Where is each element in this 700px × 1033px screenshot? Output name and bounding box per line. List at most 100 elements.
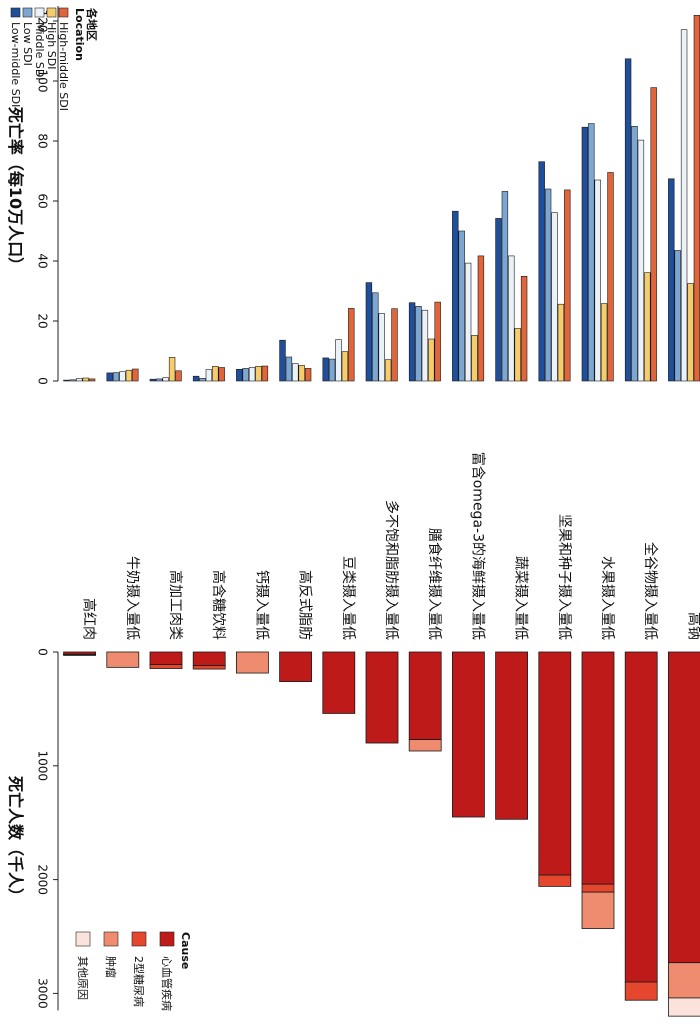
- deaths-legend-label: 2型糖尿病: [132, 956, 146, 1007]
- rate-bar-low-sdi: [544, 188, 552, 382]
- rate-bar-middle-sdi: [680, 29, 688, 382]
- rate-bar-high-sdi: [384, 359, 392, 382]
- rate-bar-middle-sdi: [335, 339, 342, 382]
- category-label: 膳食纤维摄入量低: [426, 528, 443, 640]
- rate-bar-middle-sdi: [637, 139, 645, 382]
- deaths-bar--: [581, 651, 615, 885]
- category-label: 豆类摄入量低: [340, 556, 356, 640]
- deaths-legend-label: 肿瘤: [104, 956, 118, 978]
- rate-bar-low-sdi: [328, 358, 336, 382]
- deaths-bar--: [581, 891, 615, 929]
- deaths-legend-title: Cause: [179, 932, 192, 969]
- deaths-bar--: [149, 651, 183, 665]
- deaths-bar--: [668, 651, 700, 964]
- deaths-legend-swatch: [159, 931, 175, 947]
- rate-bar-high-middle-sdi: [477, 255, 485, 382]
- rate-bar-low-sdi: [458, 230, 465, 382]
- rate-bar-high-middle-sdi: [391, 308, 398, 382]
- rate-bar-high-sdi: [428, 338, 435, 382]
- rate-bar-low-middle-sdi: [408, 302, 416, 382]
- rate-bar-middle-sdi: [508, 255, 515, 382]
- rate-bar-low-middle-sdi: [106, 372, 113, 382]
- rate-legend-title-zh: 各地区: [85, 7, 99, 41]
- rate-bar-high-middle-sdi: [132, 368, 139, 382]
- rate-bar-low-middle-sdi: [149, 378, 157, 382]
- rate-bar-high-middle-sdi: [218, 367, 225, 382]
- rate-legend-swatch: [10, 7, 21, 18]
- rate-bar-low-middle-sdi: [365, 282, 373, 382]
- rate-bar-low-middle-sdi: [581, 126, 589, 382]
- deaths-bar-2-: [581, 883, 615, 893]
- rate-bar-high-sdi: [644, 272, 651, 382]
- rate-bar-high-sdi: [255, 365, 262, 382]
- rate-bar-low-sdi: [415, 305, 422, 382]
- rate-bar-high-middle-sdi: [88, 378, 96, 382]
- deaths-legend-label: 其他原因: [76, 956, 89, 1000]
- deaths-bar--: [365, 651, 399, 744]
- rate-bar-high-middle-sdi: [175, 370, 182, 382]
- deaths-bar--: [538, 651, 572, 876]
- rate-bar-low-sdi: [372, 292, 379, 382]
- deaths-bar--: [192, 651, 226, 667]
- deaths-bar-2-: [538, 874, 572, 887]
- deaths-bar-2-: [149, 664, 183, 669]
- rate-legend-label: High SDI: [45, 22, 58, 69]
- rate-bar-low-sdi: [501, 191, 509, 382]
- deaths-bar--: [408, 651, 442, 741]
- rate-tick-label: 60: [36, 193, 50, 208]
- deaths-bar--: [63, 654, 96, 656]
- deaths-bar--: [279, 651, 313, 682]
- category-label: 高含糖饮料: [210, 570, 227, 640]
- rate-bar-high-sdi: [168, 356, 176, 382]
- rate-bar-high-sdi: [514, 328, 521, 382]
- category-label: 全谷物摄入量低: [642, 542, 659, 640]
- rate-bar-middle-sdi: [421, 309, 429, 382]
- rate-bar-high-sdi: [600, 303, 608, 382]
- rate-tick-label: 100: [36, 70, 50, 93]
- deaths-tick-label: 3000: [36, 978, 50, 1009]
- rate-bars: [63, 15, 700, 382]
- rate-bar-high-middle-sdi: [261, 365, 269, 382]
- rate-bar-middle-sdi: [76, 378, 83, 382]
- deaths-legend-label: 心血管疾病: [160, 956, 174, 1011]
- rate-bar-high-sdi: [82, 377, 89, 382]
- rate-bar-middle-sdi: [119, 371, 126, 382]
- rate-bar-high-middle-sdi: [434, 301, 441, 382]
- rate-bar-middle-sdi: [551, 212, 558, 382]
- rate-bar-middle-sdi: [464, 262, 472, 382]
- rate-bar-middle-sdi: [378, 313, 385, 382]
- category-label: 高钠: [685, 612, 700, 640]
- rate-bar-low-sdi: [285, 356, 293, 382]
- rate-y-axis-title: 死亡率（每10万人口）: [6, 107, 25, 273]
- rate-bar-high-sdi: [687, 283, 694, 382]
- deaths-bar--: [495, 651, 529, 820]
- category-label: 水果摄入量低: [599, 556, 615, 640]
- rate-bar-high-sdi: [557, 303, 565, 382]
- rate-bar-low-sdi: [69, 379, 77, 382]
- rate-bar-high-sdi: [125, 369, 133, 382]
- rate-bar-low-sdi: [588, 123, 595, 382]
- category-label: 牛奶摄入量低: [124, 556, 140, 640]
- rate-bar-high-middle-sdi: [564, 189, 571, 382]
- rate-legend-swatch: [58, 7, 69, 18]
- deaths-legend-swatch: [75, 931, 91, 947]
- deaths-bar--: [624, 651, 658, 983]
- deaths-bar--: [451, 651, 485, 818]
- rate-bar-high-sdi: [341, 351, 349, 382]
- category-label: 多不饱和脂肪摄入量低: [383, 500, 400, 640]
- rate-bar-middle-sdi: [205, 369, 213, 382]
- rate-bar-middle-sdi: [248, 367, 256, 382]
- deaths-tick-label: 2000: [36, 864, 50, 895]
- category-label: 高反式脂肪: [297, 570, 314, 640]
- rate-bar-high-middle-sdi: [348, 308, 355, 382]
- deaths-legend-swatch: [103, 931, 119, 947]
- deaths-tick-label: 0: [36, 648, 50, 656]
- rate-bar-low-middle-sdi: [668, 178, 675, 382]
- rate-bar-high-middle-sdi: [650, 87, 657, 382]
- rate-bar-low-middle-sdi: [624, 58, 632, 382]
- deaths-bar-2-: [192, 665, 226, 670]
- rate-legend-swatch: [22, 7, 33, 18]
- category-label: 坚果和种子摄入量低: [556, 514, 572, 640]
